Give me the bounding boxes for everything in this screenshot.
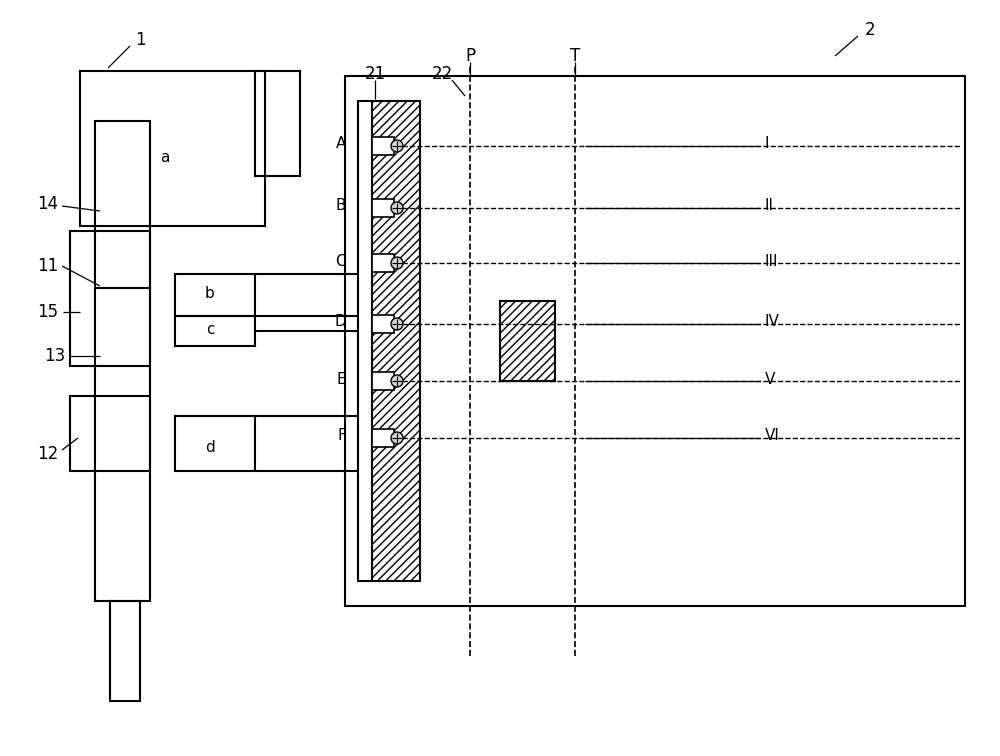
Text: V: V [765,371,775,386]
Bar [95,121,150,601]
Text: b: b [205,286,215,300]
Text: III: III [765,253,778,268]
Text: IV: IV [765,314,780,330]
Bar [372,254,394,272]
Bar [80,71,265,226]
Circle shape [391,140,403,152]
Bar [175,274,255,316]
Circle shape [391,202,403,214]
Bar [175,416,255,471]
Text: a: a [160,150,170,166]
Bar [358,101,372,581]
Text: C: C [335,253,346,268]
Text: 15: 15 [37,303,59,321]
Text: D: D [334,314,346,330]
Text: P: P [465,47,475,65]
Bar [372,199,394,217]
Bar [255,71,300,176]
Circle shape [391,318,403,330]
Bar [500,301,555,381]
Bar [70,396,150,471]
Text: VI: VI [765,429,780,444]
Text: 12: 12 [37,445,59,463]
Bar [70,231,150,366]
Text: c: c [206,323,214,337]
Text: 13: 13 [44,347,66,365]
Bar [372,372,394,390]
Text: 22: 22 [431,65,453,83]
Bar [372,429,394,447]
Bar [365,101,420,581]
Bar [345,76,965,606]
Text: I: I [765,137,770,151]
Text: B: B [336,199,346,213]
Text: T: T [570,47,580,65]
Circle shape [391,375,403,387]
Circle shape [391,257,403,269]
Bar [110,601,140,701]
Bar [372,315,394,333]
Circle shape [391,432,403,444]
Text: 11: 11 [37,257,59,275]
Bar [175,316,255,346]
Text: 14: 14 [37,195,59,213]
Text: 21: 21 [364,65,386,83]
Text: II: II [765,199,774,213]
Text: A: A [336,137,346,151]
Text: d: d [205,441,215,456]
Text: 2: 2 [865,21,875,39]
Text: 1: 1 [135,31,145,49]
Text: F: F [337,429,346,444]
Bar [372,137,394,155]
Text: E: E [336,371,346,386]
